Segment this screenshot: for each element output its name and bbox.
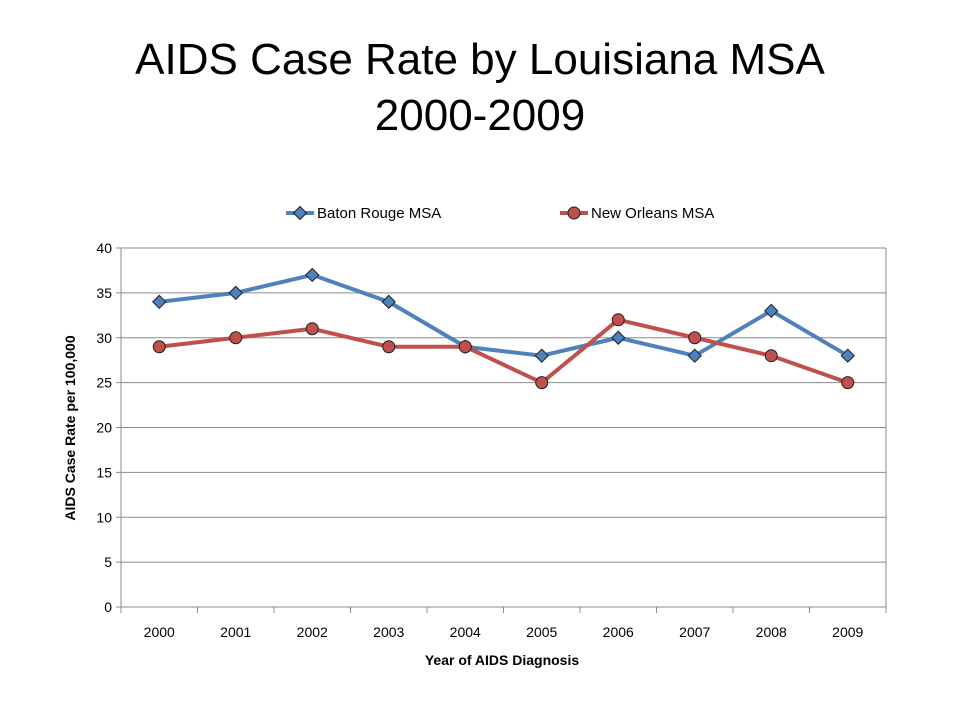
data-point-baton-rouge-msa-2006: [611, 330, 626, 345]
data-point-baton-rouge-msa-2008: [764, 303, 779, 319]
x-axis-title: Year of AIDS Diagnosis: [425, 652, 580, 668]
y-tick-label-40: 40: [96, 240, 112, 256]
data-point-new-orleans-msa-2007: [688, 331, 702, 345]
legend-item-new-orleans-msa: New Orleans MSA: [560, 205, 714, 222]
data-point-new-orleans-msa-2008: [764, 349, 778, 363]
x-tick-label-2005: 2005: [526, 624, 557, 640]
data-point-new-orleans-msa-2002: [305, 322, 319, 336]
y-axis-title: AIDS Case Rate per 100,000: [62, 335, 78, 520]
series-group: [152, 267, 855, 390]
legend-label-new-orleans-msa: New Orleans MSA: [591, 205, 714, 222]
y-tick-label-35: 35: [96, 285, 112, 301]
data-point-baton-rouge-msa-2007: [687, 348, 702, 363]
legend-label-baton-rouge-msa: Baton Rouge MSA: [317, 205, 441, 222]
series-line-baton-rouge-msa: [159, 272, 849, 358]
x-tick-label-2001: 2001: [220, 624, 251, 640]
y-tick-label-20: 20: [96, 420, 112, 436]
data-point-baton-rouge-msa-2009: [840, 348, 855, 363]
series-baton-rouge-msa: [152, 267, 855, 363]
data-point-baton-rouge-msa-2003: [381, 294, 396, 310]
y-tick-label-30: 30: [96, 330, 112, 346]
legend-item-baton-rouge-msa: Baton Rouge MSA: [286, 205, 441, 222]
y-tick-label-5: 5: [104, 554, 112, 570]
x-tick-label-2004: 2004: [450, 624, 481, 640]
data-point-baton-rouge-msa-2000: [152, 294, 167, 310]
data-point-baton-rouge-msa-2002: [305, 267, 320, 283]
legend: Baton Rouge MSA New Orleans MSA: [286, 205, 714, 222]
chart-title-line-1: AIDS Case Rate by Louisiana MSA: [135, 35, 825, 84]
series-new-orleans-msa: [152, 313, 855, 390]
x-tick-label-2009: 2009: [832, 624, 863, 640]
x-tick-label-2000: 2000: [144, 624, 175, 640]
y-tick-label-15: 15: [96, 464, 112, 480]
x-tick-label-2007: 2007: [679, 624, 710, 640]
data-point-baton-rouge-msa-2005: [534, 348, 549, 363]
x-tick-labels: 2000 2001 2002 2003 2004 2005 2006 2007 2008 2009: [144, 624, 864, 640]
y-tick-label-0: 0: [104, 599, 112, 615]
data-point-new-orleans-msa-2006: [611, 313, 625, 327]
data-point-new-orleans-msa-2004: [458, 340, 472, 354]
y-tick-label-10: 10: [96, 509, 112, 525]
x-tick-label-2008: 2008: [756, 624, 787, 640]
legend-marker-new-orleans-msa: [567, 206, 581, 220]
data-point-baton-rouge-msa-2001: [228, 285, 243, 301]
chart-title: AIDS Case Rate by Louisiana MSA 2000-200…: [0, 32, 960, 144]
data-point-new-orleans-msa-2001: [229, 331, 243, 345]
data-point-new-orleans-msa-2000: [152, 340, 166, 354]
x-tick-label-2002: 2002: [297, 624, 328, 640]
y-tick-labels: 0 5 10 15 20 25 30 35 40: [96, 240, 112, 615]
data-point-new-orleans-msa-2009: [841, 376, 855, 390]
series-line-new-orleans-msa: [159, 317, 849, 385]
data-point-new-orleans-msa-2003: [382, 340, 396, 354]
y-tick-label-25: 25: [96, 375, 112, 391]
axes: [116, 247, 887, 613]
x-tick-label-2006: 2006: [603, 624, 634, 640]
x-tick-label-2003: 2003: [373, 624, 404, 640]
legend-marker-baton-rouge-msa: [292, 205, 308, 221]
data-point-new-orleans-msa-2005: [535, 376, 549, 390]
chart-title-line-2: 2000-2009: [374, 91, 586, 140]
